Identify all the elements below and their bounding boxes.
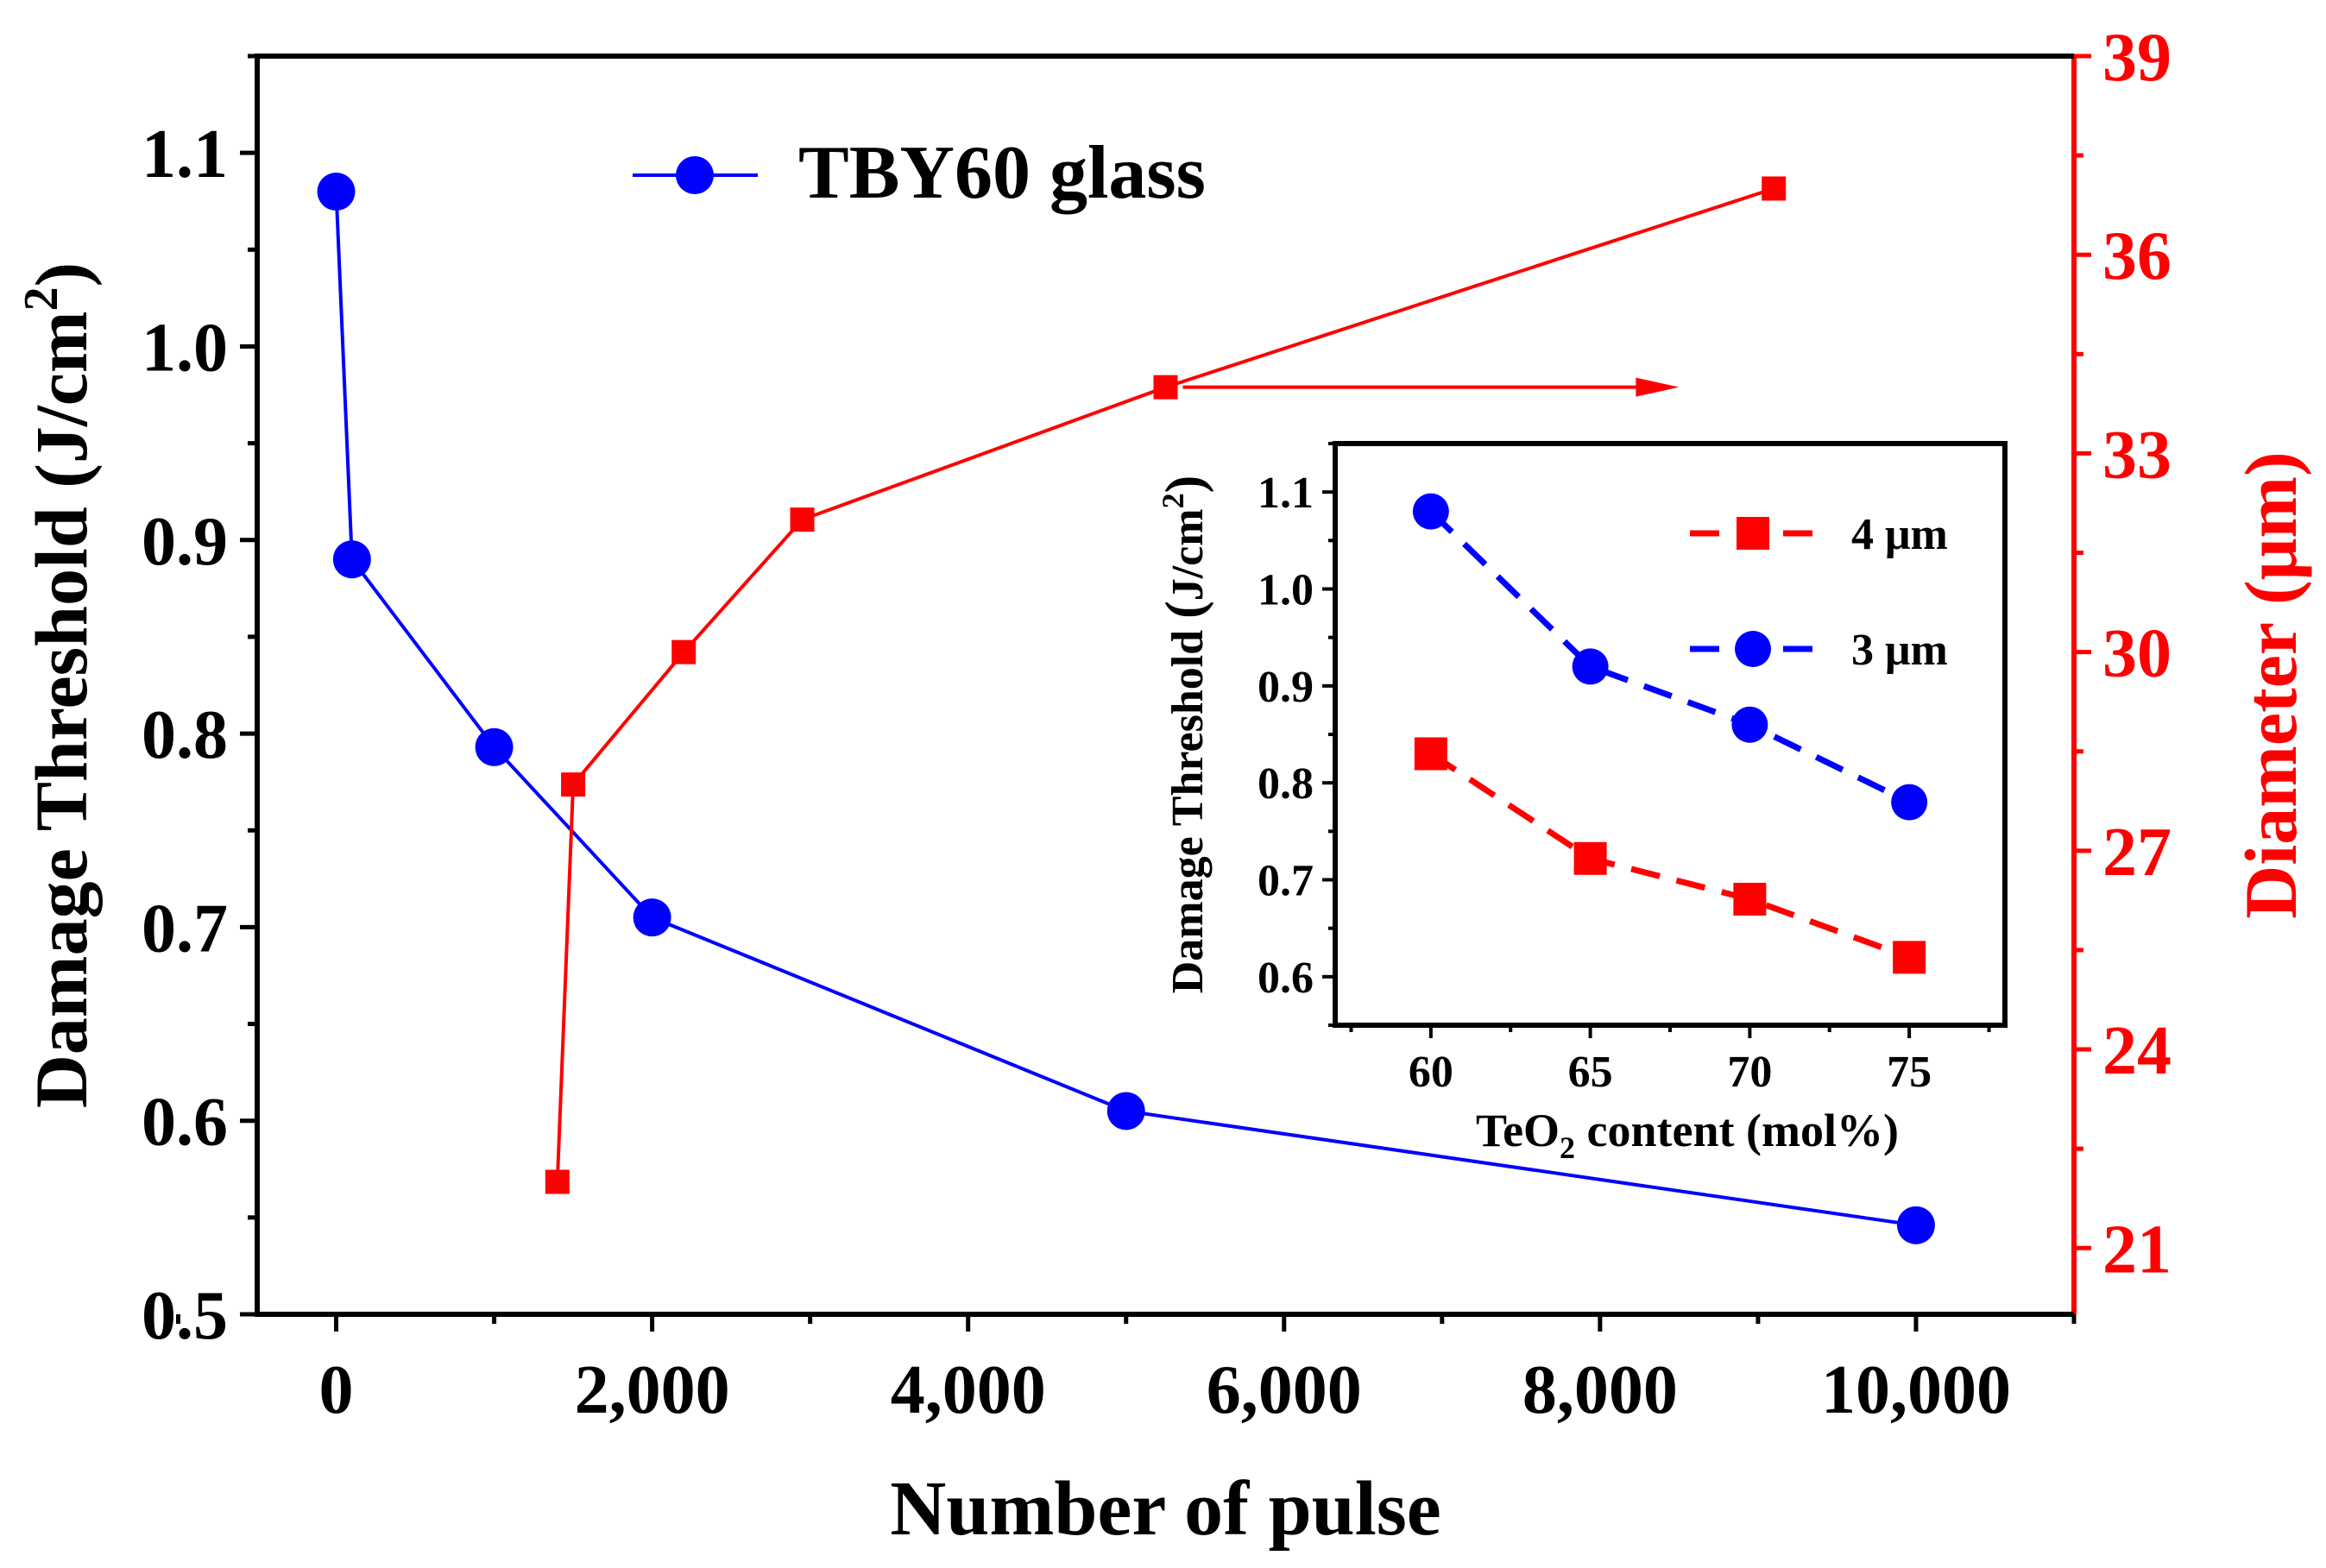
data-point-circle (317, 173, 356, 211)
y-left-tick-label: 0.9 (142, 504, 228, 580)
y-left-axis-title: Damage Threshold (J/cm2) (15, 262, 103, 1108)
label-part: ( (1156, 601, 1214, 619)
label-part: Damage Threshold (J/cm (20, 311, 103, 1108)
x-tick-label: 0 (319, 1352, 354, 1428)
label-part: 2 (15, 287, 68, 311)
y-right-tick-label: 30 (2102, 616, 2172, 692)
y-left-tick-label: 0.6 (142, 1085, 228, 1161)
inset-frame (1333, 441, 2008, 1028)
x-axis-title: Number of pulse (890, 1466, 1440, 1552)
data-point-square (561, 772, 586, 797)
y-right-tick-label: 24 (2102, 1013, 2172, 1089)
data-point-circle (1896, 1206, 1935, 1244)
inset-legend-marker (1735, 631, 1771, 667)
series-line-0 (334, 191, 1917, 1227)
y-right-axis-title: Diameter (μm) (2229, 451, 2312, 918)
label-part: content (mol%) (1575, 1105, 1899, 1156)
inset-data-point-square (1733, 882, 1767, 916)
x-tick-label: 10,000 (1821, 1352, 2011, 1428)
arrow-head (1636, 377, 1680, 397)
data-point-square (790, 507, 815, 532)
label-part: ) (1156, 475, 1214, 494)
inset-x-tick-label: 70 (1727, 1048, 1772, 1097)
y-left-tick-label: 0.7 (142, 891, 228, 967)
legend-marker (676, 156, 714, 194)
inset-y-tick-label: 0.8 (1258, 759, 1314, 809)
inset-data-point-square (1893, 941, 1926, 974)
data-point-circle (1106, 1092, 1145, 1130)
inset-legend-marker (1737, 517, 1769, 550)
legend-label: TBY60 glass (798, 131, 1206, 215)
y-left-tick-label: 1.0 (142, 310, 228, 386)
series-line-1 (555, 186, 1774, 1182)
data-point-square (1153, 375, 1178, 400)
x-tick-label: 8,000 (1522, 1352, 1678, 1428)
label-part: ) (20, 262, 103, 287)
inset-x-tick-label: 65 (1568, 1048, 1613, 1097)
inset-y-tick-label: 0.9 (1258, 663, 1314, 712)
data-point-circle (475, 727, 514, 766)
y-right-tick-label: 27 (2102, 815, 2172, 891)
plot-frame (255, 54, 2074, 1317)
inset-legend-label: 4 μm (1851, 510, 1948, 559)
data-point-square (671, 639, 697, 664)
y-left-tick-label: 1.1 (142, 116, 228, 192)
label-part: Damage Threshold (1163, 619, 1213, 993)
label-part: TeO (1476, 1105, 1560, 1156)
data-point-square (545, 1169, 570, 1194)
label-part: J/cm (1163, 508, 1213, 601)
inset-data-point-circle (1891, 784, 1928, 821)
inset-data-point-circle (1412, 493, 1449, 530)
inset-series-line-1 (1428, 509, 1911, 805)
inset-data-point-circle (1572, 648, 1609, 685)
inset-legend-label: 3 μm (1851, 626, 1948, 675)
inset-y-tick-label: 1.1 (1258, 469, 1314, 518)
x-tick-label: 4,000 (891, 1352, 1046, 1428)
label-part: 2 (1156, 493, 1190, 508)
inset-x-axis-title: TeO2 content (mol%) (1476, 1105, 1899, 1165)
y-right-tick-label: 33 (2102, 417, 2172, 493)
inset-data-point-circle (1731, 706, 1768, 743)
inset-y-axis-title: Damage Threshold (J/cm2) (1156, 475, 1214, 994)
inset-y-tick-label: 0.7 (1258, 857, 1314, 906)
y-left-tick-label: 0.5 (142, 1278, 228, 1354)
y-left-tick-label: 0.8 (142, 697, 228, 773)
y-right-tick-label: 39 (2102, 20, 2172, 96)
inset-x-tick-label: 60 (1409, 1048, 1453, 1097)
label-part: 2 (1560, 1130, 1575, 1165)
data-point-circle (332, 540, 371, 579)
inset-data-point-square (1414, 737, 1447, 771)
x-tick-label: 2,000 (575, 1352, 730, 1428)
inset-y-tick-label: 1.0 (1258, 566, 1314, 615)
inset-series-line-0 (1428, 751, 1911, 960)
x-tick-label: 6,000 (1207, 1352, 1362, 1428)
inset-y-tick-label: 0.6 (1258, 954, 1314, 1003)
data-point-circle (633, 898, 671, 937)
y-right-tick-label: 36 (2102, 218, 2172, 294)
data-point-square (1762, 176, 1787, 201)
inset-x-tick-label: 75 (1887, 1048, 1932, 1097)
inset-data-point-square (1573, 841, 1607, 875)
y-right-tick-label: 21 (2102, 1212, 2172, 1288)
